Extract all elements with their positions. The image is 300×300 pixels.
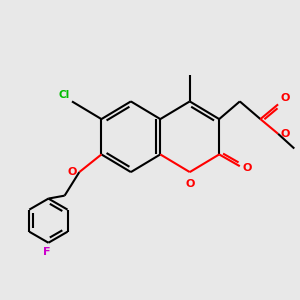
Text: O: O bbox=[185, 178, 194, 189]
Text: O: O bbox=[280, 93, 289, 103]
Text: O: O bbox=[68, 167, 77, 177]
Text: F: F bbox=[43, 247, 51, 257]
Text: Cl: Cl bbox=[58, 90, 70, 100]
Text: O: O bbox=[242, 163, 251, 173]
Text: O: O bbox=[280, 129, 289, 139]
